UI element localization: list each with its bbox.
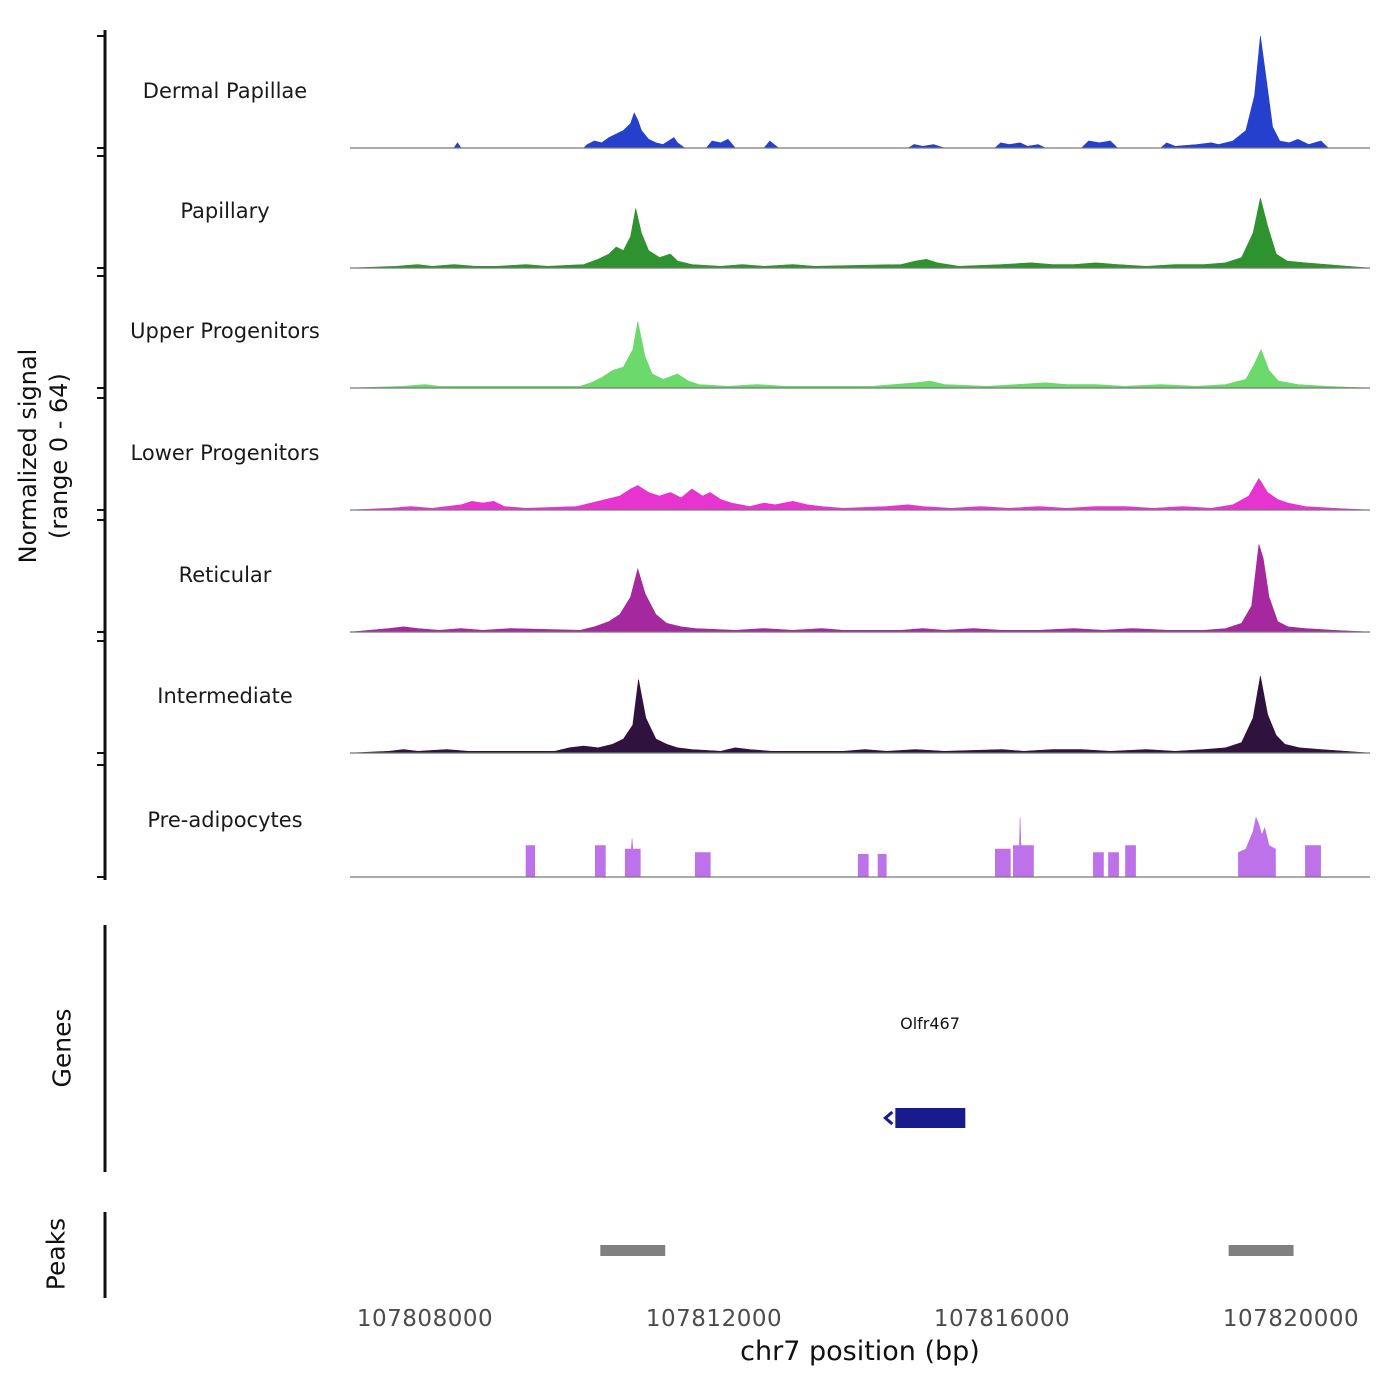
- track-label-papillary: Papillary: [180, 199, 270, 223]
- track-label-upper-progenitors: Upper Progenitors: [130, 319, 320, 343]
- signal-area: [350, 816, 1370, 878]
- y-axis-label-line1: Normalized signal: [13, 348, 42, 564]
- signal-area: [350, 35, 1370, 149]
- x-axis-title: chr7 position (bp): [740, 1336, 980, 1367]
- gene-label: Olfr467: [900, 1014, 960, 1033]
- y-axis-label-line2: (range 0 - 64): [45, 373, 73, 539]
- genes-axis-label: Genes: [47, 1008, 77, 1088]
- x-tick-label: 107816000: [933, 1306, 1071, 1332]
- track-label-pre-adipocytes: Pre-adipocytes: [147, 808, 303, 832]
- gene-strand-arrow-icon: [883, 1110, 894, 1126]
- signal-area: [349, 544, 1371, 633]
- x-tick-label: 107808000: [356, 1306, 494, 1332]
- peak-bar: [600, 1245, 666, 1256]
- y-axis-label: Normalized signal (range 0 - 64): [13, 349, 75, 564]
- x-tick-label: 107820000: [1222, 1306, 1360, 1332]
- signal-area: [349, 675, 1371, 754]
- track-label-dermal-papillae: Dermal Papillae: [142, 79, 308, 103]
- signal-area: [349, 321, 1371, 389]
- track-label-reticular: Reticular: [178, 563, 272, 587]
- peaks-axis-label: Peaks: [41, 1217, 71, 1291]
- track-label-intermediate: Intermediate: [157, 684, 293, 708]
- gene-body: [895, 1108, 966, 1128]
- signal-area: [349, 477, 1371, 511]
- peak-bar: [1228, 1245, 1294, 1256]
- signal-area: [349, 197, 1371, 269]
- track-label-lower-progenitors: Lower Progenitors: [130, 441, 320, 465]
- x-tick-label: 107812000: [645, 1306, 783, 1332]
